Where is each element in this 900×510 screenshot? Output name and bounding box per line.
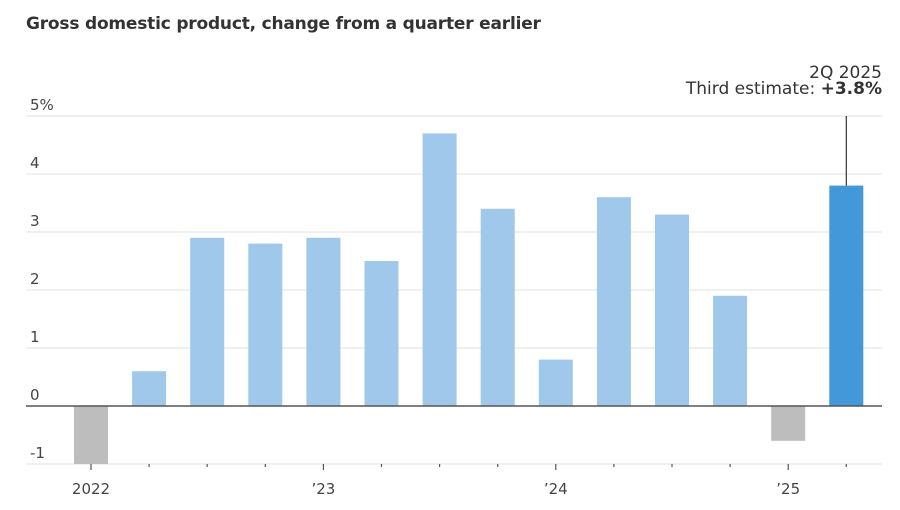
bar-1q-2025 xyxy=(771,406,806,441)
bar-3q-2022 xyxy=(190,237,225,406)
y-tick-label: 3 xyxy=(30,212,40,230)
bar-2q-2024 xyxy=(596,197,631,406)
x-tick-label: ’24 xyxy=(544,480,568,498)
bar-3q-2023 xyxy=(422,133,457,406)
bar-3q-2024 xyxy=(655,214,689,406)
x-tick-label: 2022 xyxy=(72,480,110,498)
bar-1q-2024 xyxy=(538,359,573,406)
bar-4q-2023 xyxy=(480,208,515,406)
x-tick-label: ’25 xyxy=(776,480,800,498)
bar-1q-2023 xyxy=(306,237,341,406)
annotation-label: Third estimate: xyxy=(685,79,821,99)
bar-4q-2024 xyxy=(713,295,748,406)
y-tick-label: 5% xyxy=(30,96,54,114)
y-tick-label: 2 xyxy=(30,270,40,288)
bars xyxy=(74,133,864,464)
bar-2q-2025 xyxy=(829,185,864,406)
bar-1q-2022 xyxy=(74,406,108,464)
annotation: 2Q 2025 Third estimate: +3.8% xyxy=(685,63,882,186)
y-tick-label: 4 xyxy=(30,154,40,172)
y-tick-label: -1 xyxy=(30,444,45,462)
annotation-period: 2Q 2025 xyxy=(809,63,882,83)
axes: -1 0 1 2 3 4 5% 2022 ’23 ’24 ’25 xyxy=(26,96,882,498)
chart-title: Gross domestic product, change from a qu… xyxy=(26,14,541,34)
bar-4q-2022 xyxy=(248,243,283,406)
y-tick-label: 1 xyxy=(30,328,40,346)
y-tick-label: 0 xyxy=(30,386,40,404)
x-tick-label: ’23 xyxy=(311,480,335,498)
bar-2q-2022 xyxy=(132,371,167,406)
annotation-value: +3.8% xyxy=(821,79,882,99)
bar-2q-2023 xyxy=(364,261,399,406)
annotation-estimate: Third estimate: +3.8% xyxy=(685,79,882,99)
